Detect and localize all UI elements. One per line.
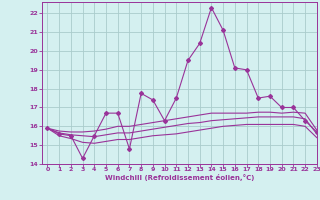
X-axis label: Windchill (Refroidissement éolien,°C): Windchill (Refroidissement éolien,°C) [105,174,254,181]
